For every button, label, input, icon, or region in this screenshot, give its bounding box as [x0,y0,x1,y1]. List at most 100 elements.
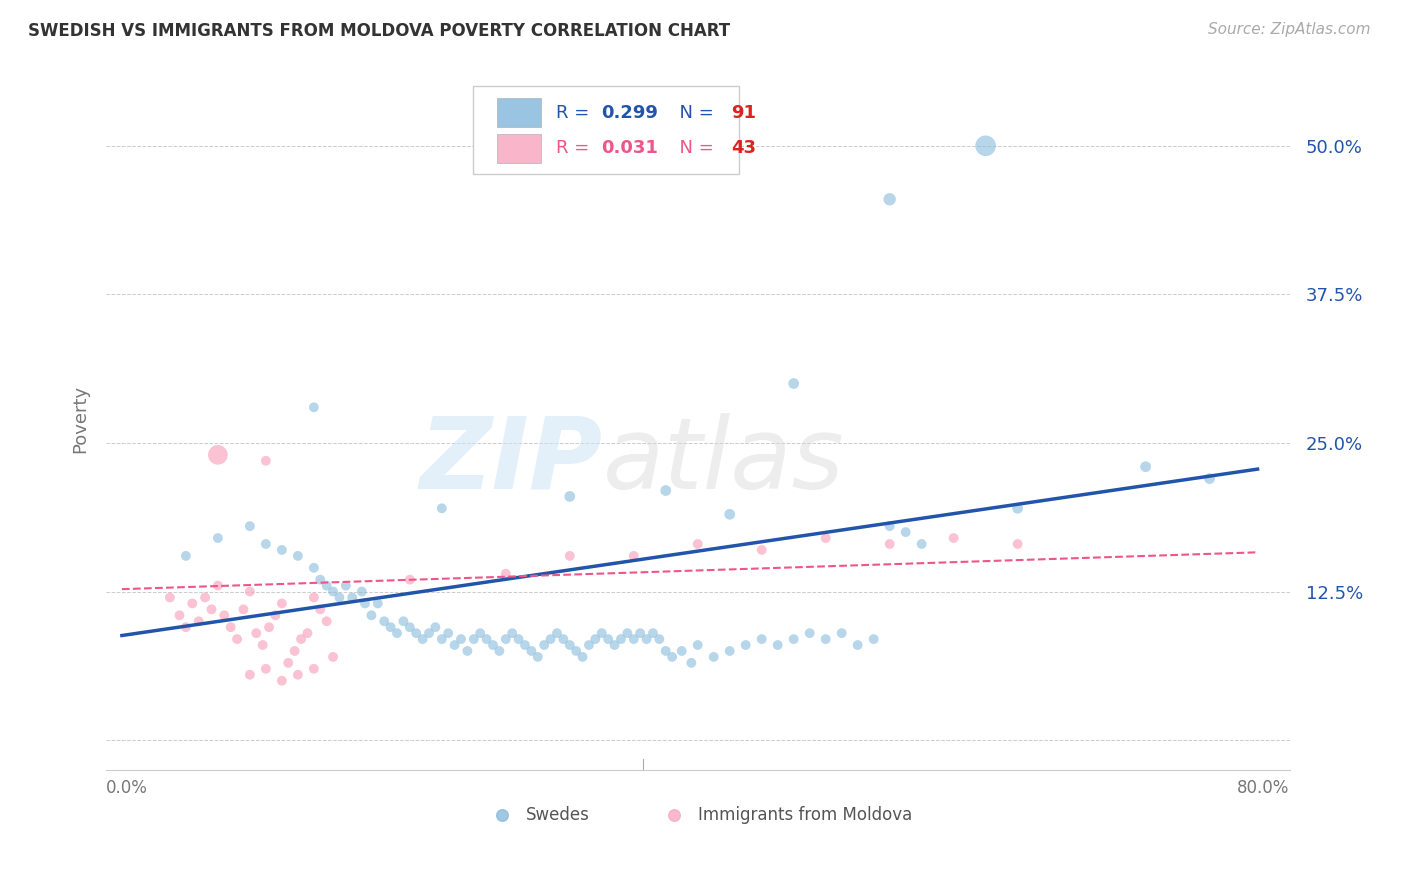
Point [540,632,562,646]
Point [335,578,357,592]
Point [169,608,191,623]
Point [284,644,307,658]
Point [450,632,472,646]
Point [297,626,319,640]
Point [533,638,555,652]
Point [862,632,884,646]
Point [681,656,703,670]
Text: R =: R = [555,103,595,121]
Point [470,626,492,640]
Point [398,573,420,587]
Text: Swedes: Swedes [526,806,591,824]
Point [583,632,606,646]
Point [405,626,427,640]
Point [207,448,229,462]
Point [232,602,254,616]
Point [239,667,262,681]
Point [814,531,837,545]
Point [1198,472,1220,486]
Point [287,667,309,681]
Point [309,573,332,587]
Point [367,596,389,610]
Point [1007,537,1029,551]
Point [350,584,373,599]
Point [463,632,485,646]
Point [654,644,676,658]
Point [207,531,229,545]
Point [207,578,229,592]
Point [425,620,447,634]
Point [302,561,325,575]
Point [342,591,364,605]
Point [513,638,536,652]
Point [495,566,517,581]
Point [443,638,465,652]
Point [270,596,292,610]
Point [254,454,277,468]
Point [766,638,789,652]
Point [322,649,344,664]
Point [718,644,741,658]
Text: 43: 43 [731,139,756,158]
Point [718,508,741,522]
Point [354,596,377,610]
Point [302,401,325,415]
Point [671,644,693,658]
Point [974,138,997,153]
Point [648,632,671,646]
Point [565,644,588,658]
Point [894,525,917,540]
Point [302,662,325,676]
Point [751,543,773,558]
Point [412,632,434,646]
Point [475,632,498,646]
Text: 0.031: 0.031 [600,139,658,158]
Point [174,620,197,634]
Point [616,626,638,640]
Point [187,614,209,628]
Point [571,649,593,664]
Point [501,626,523,640]
Point [879,537,901,551]
Point [546,626,568,640]
Point [430,501,453,516]
Point [628,626,651,640]
Point [553,632,575,646]
Point [879,519,901,533]
Point [591,626,613,640]
Point [734,638,756,652]
Point [239,519,262,533]
Text: 0.0%: 0.0% [105,780,148,797]
Point [181,596,204,610]
Point [315,578,337,592]
Point [488,644,510,658]
Point [456,644,478,658]
Point [495,632,517,646]
Point [380,620,402,634]
Point [290,632,312,646]
Point [879,192,901,206]
Point [558,549,581,563]
Point [264,608,287,623]
Point [526,649,548,664]
Point [245,626,267,640]
Point [257,620,280,634]
Point [437,626,460,640]
Y-axis label: Poverty: Poverty [72,385,89,453]
Bar [496,134,541,163]
Point [578,638,600,652]
Point [911,537,934,551]
Point [430,632,453,646]
Point [315,614,337,628]
Point [200,602,222,616]
Point [1135,459,1157,474]
Text: Source: ZipAtlas.com: Source: ZipAtlas.com [1208,22,1371,37]
Point [654,483,676,498]
Text: N =: N = [668,139,720,158]
Text: Immigrants from Moldova: Immigrants from Moldova [697,806,912,824]
Point [174,549,197,563]
Point [783,376,806,391]
Text: N =: N = [668,103,720,121]
Point [623,632,645,646]
Point [623,549,645,563]
